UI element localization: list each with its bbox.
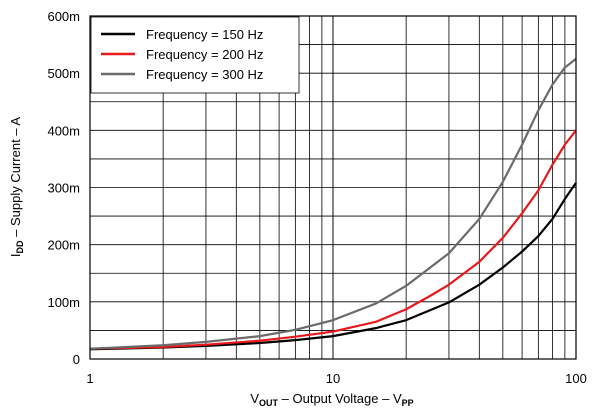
y-axis-label: IDD – Supply Current – A [8,117,25,258]
plot-frame [89,15,577,360]
x-tick-label: 10 [326,371,340,386]
x-tick-label: 100 [565,371,587,386]
series-line [89,129,577,350]
y-tick-label: 600m [47,9,80,24]
series-line [89,182,577,351]
y-tick-label: 0 [73,352,80,367]
legend-label: Frequency = 150 Hz [146,27,263,42]
y-tick-label: 400m [47,123,80,138]
y-tick-labels: 0 100m 200m 300m 400m 500m 600m [47,9,80,367]
legend-label: Frequency = 300 Hz [146,67,263,82]
y-tick-label: 200m [47,238,80,253]
x-tick-labels: 1 10 100 [86,371,586,386]
legend-label: Frequency = 200 Hz [146,47,263,62]
legend: Frequency = 150 Hz Frequency = 200 Hz Freq… [90,16,300,94]
series-lines [89,57,577,351]
x-axis-label: VOUT – Output Voltage – VPP [250,391,413,408]
series-line [89,57,577,350]
y-tick-label: 300m [47,181,80,196]
y-tick-label: 500m [47,66,80,81]
y-tick-label: 100m [47,295,80,310]
x-tick-label: 1 [86,371,93,386]
